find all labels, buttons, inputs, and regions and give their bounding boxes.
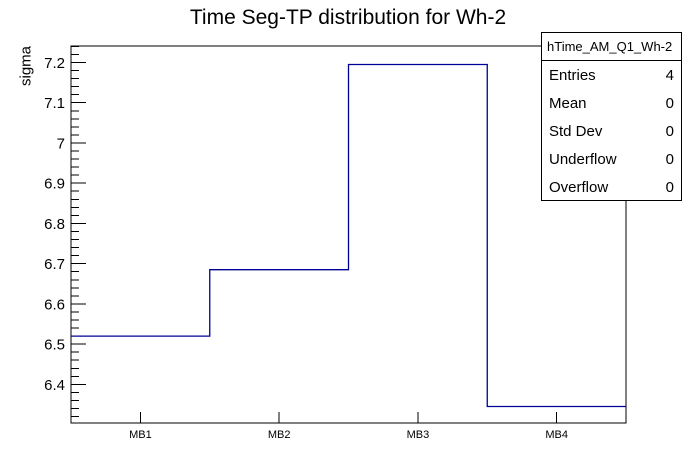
stats-label: Underflow <box>549 150 617 168</box>
stats-value: 0 <box>665 94 674 112</box>
stats-row-entries: Entries 4 <box>542 61 681 89</box>
stats-row-mean: Mean 0 <box>542 89 681 117</box>
stats-label: Std Dev <box>549 122 603 140</box>
stats-row-overflow: Overflow 0 <box>542 173 681 201</box>
plot-frame <box>70 45 627 424</box>
x-axis-tick-label: MB1 <box>129 429 152 441</box>
stats-label: Entries <box>549 66 596 84</box>
y-axis-tick-label: 6.6 <box>44 296 65 313</box>
y-axis-tick-label: 7.2 <box>44 55 65 72</box>
stats-value: 0 <box>665 122 674 140</box>
stats-box-title: hTime_AM_Q1_Wh-2 <box>542 33 681 61</box>
histogram-step-line <box>71 63 626 408</box>
stats-label: Mean <box>549 94 587 112</box>
stats-value: 4 <box>665 66 674 84</box>
x-axis-tick-label: MB2 <box>268 429 291 441</box>
stats-value: 0 <box>665 178 674 196</box>
y-axis-tick-label: 6.4 <box>44 377 65 394</box>
stats-label: Overflow <box>549 178 609 196</box>
stats-row-stddev: Std Dev 0 <box>542 117 681 145</box>
y-axis-tick-label: 6.9 <box>44 176 65 193</box>
x-axis-tick-label: MB4 <box>545 429 568 441</box>
stats-row-underflow: Underflow 0 <box>542 145 681 173</box>
stats-box-rows: Entries 4 Mean 0 Std Dev 0 Underflow 0 O… <box>542 61 681 201</box>
x-axis-tick-label: MB3 <box>407 429 430 441</box>
stats-box: hTime_AM_Q1_Wh-2 Entries 4 Mean 0 Std De… <box>541 32 682 201</box>
plot-title: Time Seg-TP distribution for Wh-2 <box>189 6 507 29</box>
y-axis-tick-label: 6.7 <box>44 256 65 273</box>
y-axis-tick-label: 7.1 <box>44 95 65 112</box>
y-axis-tick-label: 6.5 <box>44 337 65 354</box>
stats-value: 0 <box>665 150 674 168</box>
y-axis-tick-label: 7 <box>57 135 65 152</box>
y-axis-title: sigma <box>17 45 34 86</box>
y-axis-tick-label: 6.8 <box>44 216 65 233</box>
